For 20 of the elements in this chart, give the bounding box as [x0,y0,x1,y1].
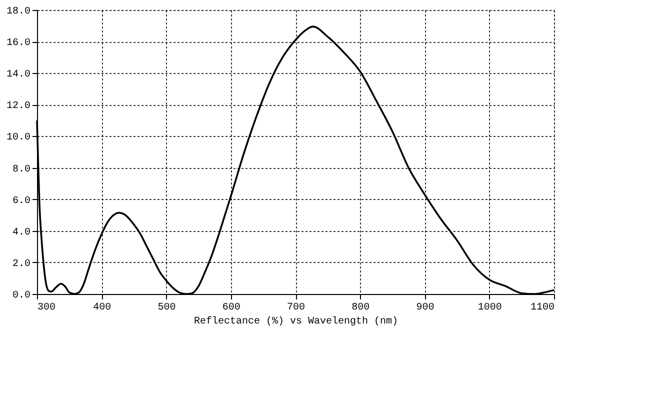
y-tick-label: 16.0 [6,38,30,50]
y-tick-label: 14.0 [6,70,30,81]
x-tick-label: 600 [222,302,240,314]
x-tick-label: 800 [352,302,370,314]
x-tick-label: 400 [93,302,112,314]
x-tick-label: 300 [38,302,56,314]
y-tick-label: 0.0 [12,290,30,302]
x-tick-label: 700 [286,302,306,314]
x-tick-label: 900 [416,302,434,314]
x-tick-label: 500 [158,302,176,314]
x-axis-title: Reflectance (%) vs Wavelength (nm) [194,316,398,328]
x-tick-label: 1100 [530,302,554,314]
y-tick-label: 4.0 [12,227,30,238]
y-tick-label: 8.0 [12,164,30,176]
y-tick-label: 2.0 [12,258,30,270]
x-tick-label: 1000 [478,302,502,314]
y-tick-label: 12.0 [6,101,30,112]
y-tick-label: 6.0 [12,196,30,207]
y-tick-label: 18.0 [6,6,30,18]
y-tick-label: 10.0 [6,132,30,144]
